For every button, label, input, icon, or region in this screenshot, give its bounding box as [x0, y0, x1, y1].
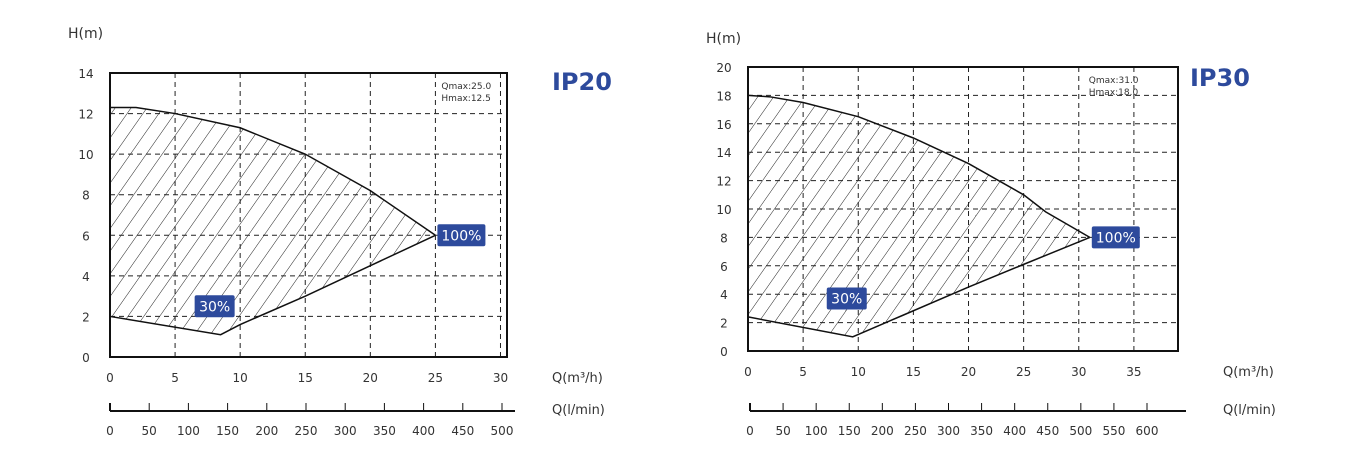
- y-tick-label: 6: [720, 260, 728, 274]
- annotation-text: Hmax:12.5: [441, 94, 490, 104]
- x-tick-label: 30: [493, 371, 508, 385]
- y-tick-label: 0: [720, 345, 728, 359]
- x-tick-label: 0: [744, 365, 752, 379]
- x2-tick-label: 500: [1069, 424, 1092, 438]
- y-tick-label: 2: [82, 310, 90, 324]
- plot-frame: [109, 72, 508, 358]
- x-tick-label: 35: [1126, 365, 1141, 379]
- y-axis-label: H(m): [68, 26, 103, 42]
- x2-tick-label: 100: [805, 424, 828, 438]
- x2-tick-label: 450: [451, 424, 474, 438]
- x2-tick-label: 200: [255, 424, 278, 438]
- x-tick-label: 10: [851, 365, 866, 379]
- y-tick-label: 8: [82, 189, 90, 203]
- x2-tick-label: 50: [775, 424, 790, 438]
- x-tick-label: 10: [233, 371, 248, 385]
- x-tick-label: 30: [1071, 365, 1086, 379]
- x2-tick-label: 250: [904, 424, 927, 438]
- operating-area: [748, 95, 1090, 337]
- plot-frame: [747, 66, 1179, 352]
- curve-100pct: [110, 106, 436, 236]
- y-tick-label: 8: [720, 231, 728, 245]
- speed-label: 30%: [199, 299, 230, 315]
- speed-label: 100%: [1096, 230, 1136, 246]
- chart-title: IP30: [1190, 64, 1250, 92]
- annotation-text: Qmax:31.0: [1089, 76, 1139, 86]
- y-tick-label: 18: [716, 89, 731, 103]
- y-tick-label: 2: [720, 317, 728, 331]
- x-tick-label: 15: [298, 371, 313, 385]
- x-tick-label: 5: [799, 365, 807, 379]
- x2-tick-label: 550: [1102, 424, 1125, 438]
- y-tick-label: 4: [720, 288, 728, 302]
- x2-tick-label: 200: [871, 424, 894, 438]
- chart-title: IP20: [552, 68, 612, 96]
- operating-area: [110, 107, 436, 335]
- y-tick-label: 12: [78, 108, 93, 122]
- x2-axis-label: Q(l/min): [552, 403, 605, 418]
- x2-tick-label: 400: [1003, 424, 1026, 438]
- x-tick-label: 25: [428, 371, 443, 385]
- y-tick-label: 16: [716, 118, 731, 132]
- x2-tick-label: 300: [334, 424, 357, 438]
- y-tick-label: 4: [82, 270, 90, 284]
- x2-tick-label: 450: [1036, 424, 1059, 438]
- speed-label-bg: [437, 224, 486, 247]
- curve-100pct: [747, 94, 1091, 239]
- x2-tick-label: 300: [937, 424, 960, 438]
- x2-tick-label: 400: [412, 424, 435, 438]
- speed-label: 100%: [441, 228, 481, 244]
- x-tick-label: 15: [906, 365, 921, 379]
- x2-tick-label: 150: [838, 424, 861, 438]
- x-tick-label: 25: [1016, 365, 1031, 379]
- y-tick-label: 14: [78, 67, 93, 81]
- x2-axis-label: Q(l/min): [1223, 403, 1276, 418]
- y-tick-label: 10: [78, 148, 93, 162]
- x-tick-label: 20: [363, 371, 378, 385]
- x2-tick-label: 100: [177, 424, 200, 438]
- curve-30pct: [109, 234, 436, 336]
- x-axis-label: Q(m³/h): [552, 371, 603, 386]
- x2-tick-label: 0: [746, 424, 754, 438]
- y-tick-label: 10: [716, 203, 731, 217]
- x2-tick-label: 350: [970, 424, 993, 438]
- y-tick-label: 0: [82, 351, 90, 365]
- x2-tick-label: 50: [142, 424, 157, 438]
- x2-tick-label: 350: [373, 424, 396, 438]
- x2-tick-label: 250: [295, 424, 318, 438]
- x-tick-label: 0: [106, 371, 114, 385]
- annotation-text: Qmax:25.0: [441, 82, 491, 92]
- speed-label-bg: [1091, 226, 1140, 249]
- x2-tick-label: 150: [216, 424, 239, 438]
- y-tick-label: 14: [716, 146, 731, 160]
- speed-label-bg: [194, 295, 235, 318]
- y-tick-label: 6: [82, 229, 90, 243]
- x-axis-label: Q(m³/h): [1223, 365, 1274, 380]
- x2-tick-label: 600: [1136, 424, 1159, 438]
- annotation-text: Hmax:18.0: [1089, 88, 1139, 98]
- y-tick-label: 20: [716, 61, 731, 75]
- x2-tick-label: 0: [106, 424, 114, 438]
- speed-label: 30%: [831, 291, 862, 307]
- x-tick-label: 20: [961, 365, 976, 379]
- y-tick-label: 12: [716, 175, 731, 189]
- x2-tick-label: 500: [491, 424, 514, 438]
- x-tick-label: 5: [171, 371, 179, 385]
- speed-label-bg: [826, 287, 867, 310]
- y-axis-label: H(m): [706, 31, 741, 47]
- curve-30pct: [747, 236, 1091, 338]
